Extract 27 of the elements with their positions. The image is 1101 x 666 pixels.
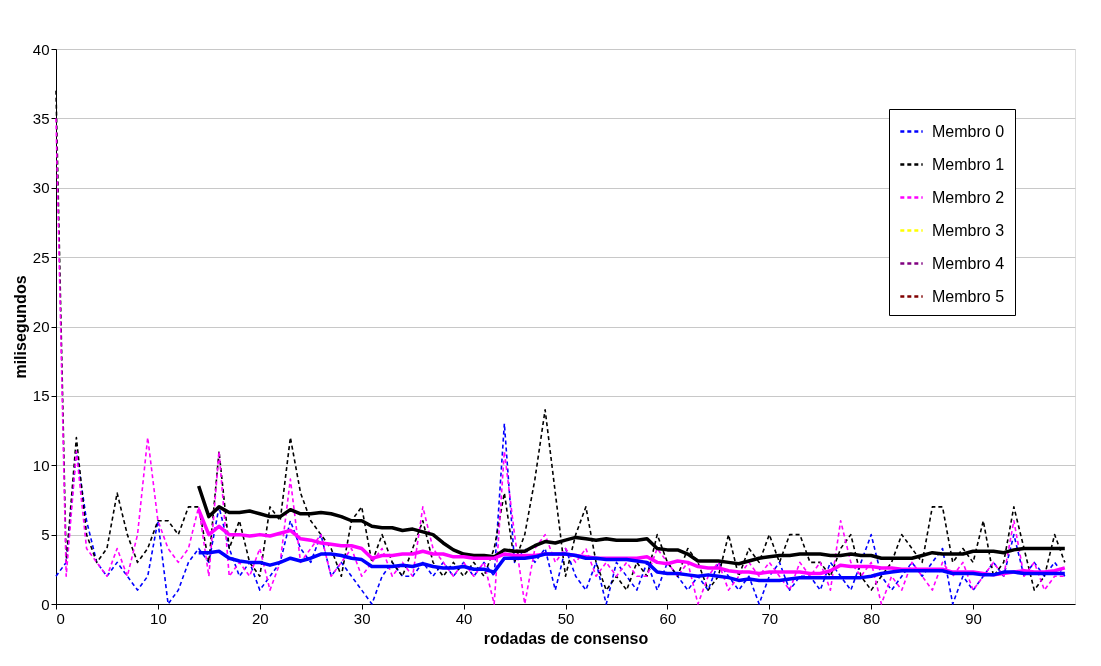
x-tick-label: 10 [150, 609, 167, 627]
legend-label: Membro 0 [932, 122, 1005, 140]
x-axis-title: rodadas de consenso [483, 629, 649, 647]
x-tick-label: 0 [56, 609, 65, 627]
x-tick-label: 70 [761, 609, 779, 627]
y-tick-label: 20 [32, 318, 50, 335]
y-tick-label: 35 [32, 109, 50, 127]
x-tick-label: 90 [965, 609, 982, 627]
x-tick-label: 30 [353, 609, 371, 627]
y-tick-label: 25 [32, 248, 50, 266]
y-tick-label: 40 [32, 40, 50, 58]
legend-label: Membro 5 [932, 287, 1005, 305]
y-tick-label: 30 [32, 179, 50, 197]
x-tick-label: 60 [659, 609, 677, 627]
legend-label: Membro 1 [932, 155, 1005, 173]
x-tick-label: 20 [251, 609, 269, 627]
y-tick-label: 0 [41, 595, 50, 613]
y-tick-label: 5 [41, 526, 50, 544]
y-axis-title: milisegundos [11, 275, 29, 379]
legend-label: Membro 3 [932, 221, 1005, 239]
x-tick-label: 80 [863, 609, 881, 627]
x-tick-label: 40 [455, 609, 473, 627]
x-tick-label: 50 [557, 609, 575, 627]
y-tick-label: 10 [32, 456, 50, 474]
y-tick-label: 15 [32, 387, 50, 405]
legend-label: Membro 4 [932, 254, 1005, 272]
legend-label: Membro 2 [932, 188, 1005, 206]
